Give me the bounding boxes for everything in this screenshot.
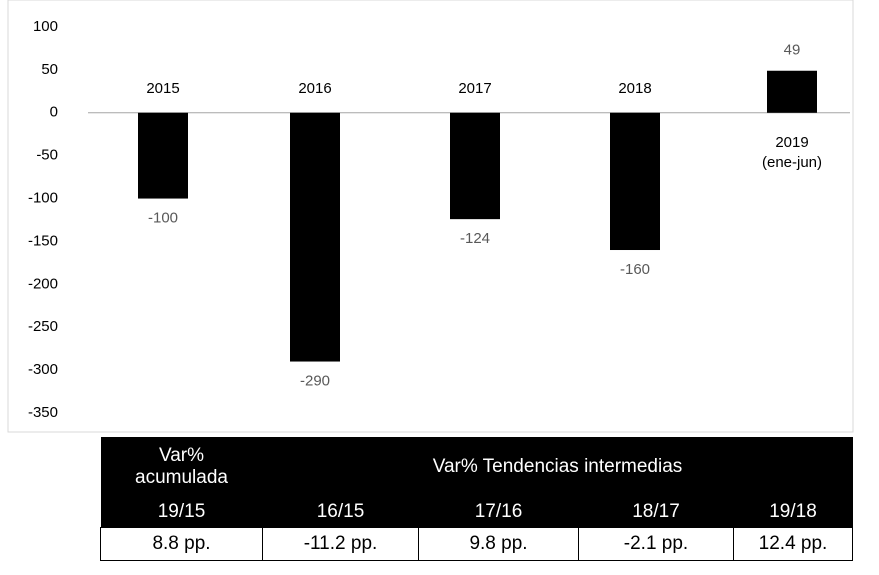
data-cell: 12.4 pp. xyxy=(733,527,853,561)
y-tick-label: -250 xyxy=(28,318,58,335)
subheader-cell: 19/18 xyxy=(733,497,853,528)
y-tick-label: -100 xyxy=(28,190,58,207)
subheader-cell: 16/15 xyxy=(262,497,419,528)
category-label: 2019 (ene-jun) xyxy=(761,133,823,171)
subheader-cell: 19/15 xyxy=(100,497,263,528)
bar xyxy=(610,112,660,251)
bar xyxy=(290,112,340,362)
y-tick-label: -300 xyxy=(28,361,58,378)
y-tick-label: -150 xyxy=(28,232,58,249)
category-label: 2017 xyxy=(458,79,492,97)
y-tick-label: 50 xyxy=(41,61,58,78)
value-label: -124 xyxy=(460,230,490,247)
chart-border xyxy=(7,0,854,433)
y-tick-label: -200 xyxy=(28,275,58,292)
y-tick-label: -50 xyxy=(36,147,58,164)
subheader-cell: 18/17 xyxy=(578,497,734,528)
bar xyxy=(138,112,188,199)
value-label: -290 xyxy=(300,373,330,390)
data-cell: 8.8 pp. xyxy=(100,527,263,561)
value-label: -160 xyxy=(620,261,650,278)
data-cell: -11.2 pp. xyxy=(262,527,419,561)
category-label: 2015 xyxy=(146,79,180,97)
bar xyxy=(767,70,817,113)
y-tick-label: -350 xyxy=(28,404,58,421)
category-label: 2018 xyxy=(618,79,652,97)
bar xyxy=(450,112,500,220)
header-cell: Var% Tendencias intermedias xyxy=(262,437,853,497)
value-label: -100 xyxy=(148,210,178,227)
y-tick-label: 0 xyxy=(50,104,58,121)
value-label: 49 xyxy=(784,42,801,59)
header-cell: Var% acumulada xyxy=(100,437,263,497)
header-row: Var% acumulada Var% Tendencias intermedi… xyxy=(100,437,853,497)
data-cell: -2.1 pp. xyxy=(578,527,734,561)
variation-table: Var% acumulada Var% Tendencias intermedi… xyxy=(100,437,853,561)
subheader-cell: 17/16 xyxy=(418,497,579,528)
subheader-row: 19/15 16/15 17/16 18/17 19/18 xyxy=(100,497,853,528)
data-row: 8.8 pp. -11.2 pp. 9.8 pp. -2.1 pp. 12.4 … xyxy=(100,527,853,561)
category-label: 2016 xyxy=(298,79,332,97)
data-cell: 9.8 pp. xyxy=(418,527,579,561)
y-tick-label: 100 xyxy=(33,18,58,35)
